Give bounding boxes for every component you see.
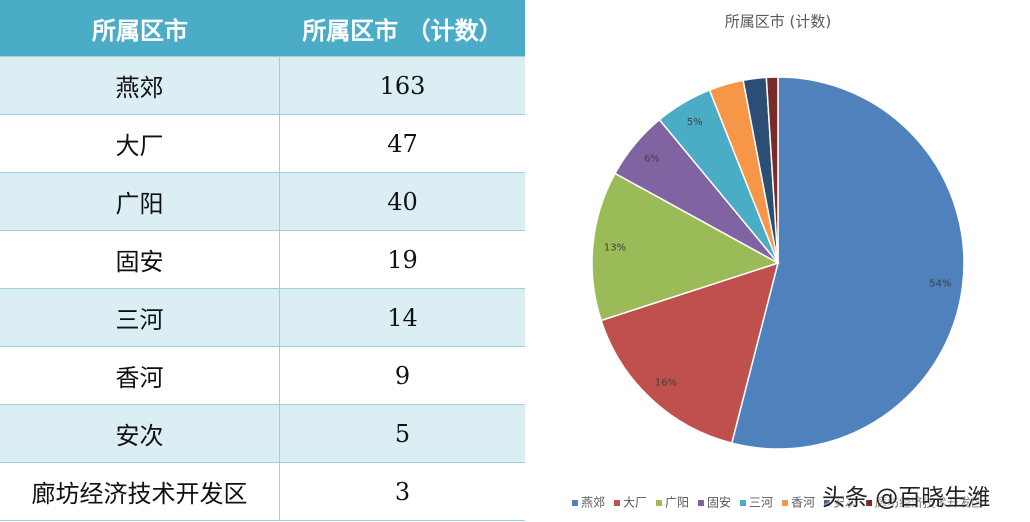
legend-swatch (655, 500, 662, 506)
table-row: 燕郊 163 (0, 57, 525, 115)
legend-label: 廊坊经济技术开发区 (875, 495, 983, 510)
legend-swatch (697, 500, 704, 506)
legend-label: 安次 (833, 495, 857, 510)
table-cell: 19 (387, 245, 418, 274)
pie-slice (591, 172, 780, 322)
table-row: 廊坊经济技术开发区 3 (0, 463, 525, 521)
chart-title: 所属区市 (计数) (725, 13, 831, 31)
pie-slice (730, 76, 965, 450)
table-cell: 3 (394, 477, 411, 506)
table-cell: 9 (394, 361, 411, 390)
watermark: 头条 @百晓生潍 (822, 485, 991, 511)
legend-swatch (740, 500, 746, 506)
table-row: 安次 5 (0, 405, 525, 463)
legend-swatch (571, 500, 578, 506)
table-cell: 燕郊 (0, 57, 280, 114)
legend-swatch (824, 500, 831, 506)
table-cell: 廊坊经济技术开发区 (0, 463, 280, 520)
legend-label: 三河 (749, 496, 773, 510)
legend-swatch (782, 500, 789, 506)
header-row: 所属区市 所属区市 （计数） (0, 0, 525, 57)
table-cell: 5 (394, 419, 411, 448)
data-table: 所属区市 所属区市 （计数） 燕郊 163 大厂 47 广阳 40 固安 19 三河 14 香河 9 安次 5… (0, 0, 525, 521)
data-label: 6% (644, 154, 660, 165)
header-cell: 所属区市 （计数） (302, 15, 503, 45)
table-cell: 广阳 (0, 173, 280, 230)
data-label: 16% (655, 377, 677, 388)
legend-swatch (866, 500, 873, 506)
table-row: 大厂 47 (0, 115, 525, 173)
table-row: 广阳 40 (0, 173, 525, 231)
table-row: 香河 9 (0, 347, 525, 405)
table-cell: 安次 (0, 405, 280, 462)
data-label: 5% (687, 117, 703, 128)
pie-slice (600, 261, 780, 445)
table-cell: 三河 (0, 289, 280, 346)
legend-swatch (613, 500, 620, 506)
table-row: 三河 14 (0, 289, 525, 347)
table-cell: 40 (387, 187, 418, 216)
legend-label: 固安 (707, 495, 731, 510)
table-row: 固安 19 (0, 231, 525, 289)
table-cell: 47 (387, 129, 418, 158)
data-label: 54% (929, 279, 951, 290)
chart: 所属区市 (计数) 54% 16% 13% 6% 5% 燕郊 大厂 广阳 固安 三河 香河 安次 廊坊经… (571, 13, 983, 510)
table-cell: 大厂 (0, 115, 280, 172)
legend-label: 大厂 (623, 496, 647, 510)
table-cell: 163 (379, 71, 426, 100)
table-cell: 固安 (0, 231, 280, 288)
header-cell: 所属区市 (92, 15, 188, 45)
table-cell: 香河 (0, 347, 280, 404)
legend-label: 燕郊 (581, 496, 605, 510)
pie-slice (765, 76, 779, 264)
legend-label: 广阳 (665, 496, 689, 510)
table-cell: 14 (387, 303, 418, 332)
data-label: 13% (604, 243, 626, 254)
legend-label: 香河 (791, 496, 815, 510)
